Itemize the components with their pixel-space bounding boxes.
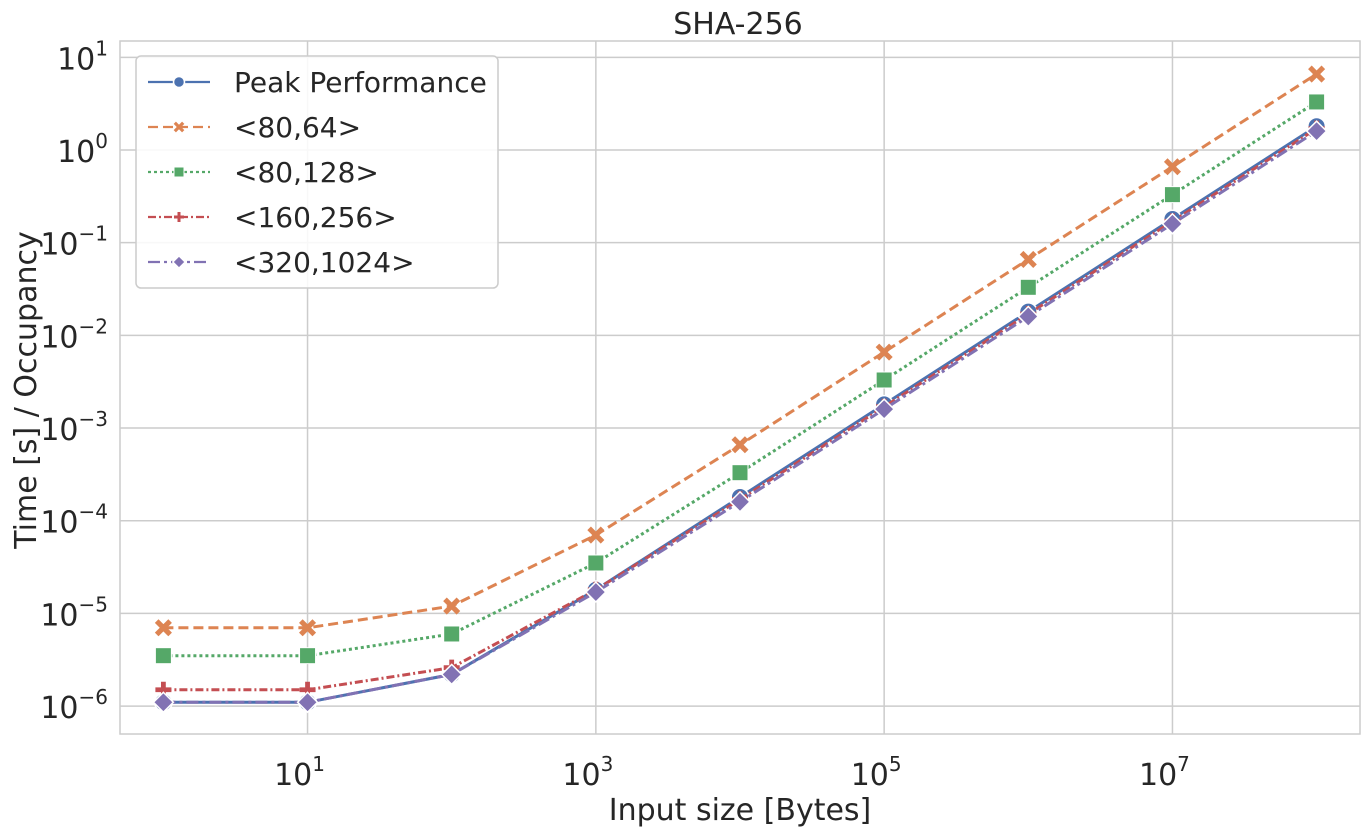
data-point bbox=[1308, 93, 1326, 111]
series-4 bbox=[152, 120, 1328, 714]
data-point bbox=[1163, 186, 1181, 204]
data-point bbox=[1019, 278, 1037, 296]
data-point bbox=[1019, 250, 1037, 268]
legend: Peak Performance <80,64> <80,128> <160,256>… bbox=[135, 55, 499, 289]
data-point bbox=[299, 647, 317, 665]
legend-marker bbox=[171, 254, 187, 270]
legend-item: <80,128> bbox=[148, 156, 379, 189]
legend-label: <80,64> bbox=[234, 111, 361, 144]
data-point bbox=[1017, 305, 1040, 328]
legend-label: <80,128> bbox=[234, 156, 379, 189]
y-tick-label: 10−6 bbox=[40, 685, 108, 726]
data-point bbox=[731, 436, 749, 454]
data-point bbox=[443, 625, 461, 643]
data-point bbox=[1161, 212, 1184, 235]
legend-item: <320,1024> bbox=[148, 246, 415, 279]
data-point bbox=[584, 581, 607, 604]
data-point bbox=[729, 490, 751, 513]
chart-title: SHA-256 bbox=[673, 7, 803, 42]
data-point bbox=[587, 554, 605, 572]
x-tick-label: 101 bbox=[274, 752, 325, 793]
y-axis-label: Time [s] / Occupancy bbox=[9, 231, 44, 549]
data-point bbox=[731, 464, 749, 482]
data-point bbox=[299, 619, 317, 637]
x-axis-label: Input size [Bytes] bbox=[609, 793, 872, 828]
data-point bbox=[296, 691, 319, 714]
data-point bbox=[587, 526, 605, 544]
data-point bbox=[873, 398, 896, 421]
data-point bbox=[440, 663, 463, 686]
legend-label: Peak Performance bbox=[234, 66, 487, 99]
y-tick-label: 10−2 bbox=[40, 314, 108, 355]
x-axis-ticks: 101 103 105 107 bbox=[274, 752, 1190, 793]
series-group bbox=[152, 65, 1328, 714]
series-2 bbox=[154, 93, 1326, 665]
legend-item: Peak Performance bbox=[148, 66, 487, 99]
y-tick-label: 10−1 bbox=[40, 222, 108, 263]
y-axis-ticks: 10−6 10−5 10−4 10−3 10−2 10−1 100 101 bbox=[40, 36, 108, 726]
legend-marker bbox=[172, 75, 186, 89]
data-point bbox=[1308, 65, 1326, 83]
data-point bbox=[154, 647, 172, 665]
y-tick-label: 101 bbox=[57, 36, 108, 77]
legend-item: <80,64> bbox=[148, 111, 361, 144]
x-tick-label: 107 bbox=[1139, 752, 1190, 793]
data-point bbox=[152, 691, 175, 714]
data-point bbox=[875, 343, 893, 361]
data-point bbox=[1163, 158, 1181, 176]
y-tick-label: 10−4 bbox=[40, 500, 108, 541]
legend-label: <320,1024> bbox=[234, 246, 415, 279]
legend-box bbox=[135, 55, 499, 289]
legend-marker bbox=[174, 212, 184, 222]
y-tick-label: 100 bbox=[57, 129, 108, 170]
data-point bbox=[443, 597, 461, 615]
plot-area-frame bbox=[119, 40, 1361, 735]
legend-label: <160,256> bbox=[234, 201, 397, 234]
series-line bbox=[163, 127, 1318, 692]
legend-marker bbox=[173, 121, 185, 133]
y-tick-label: 10−5 bbox=[40, 592, 108, 633]
x-tick-label: 103 bbox=[562, 752, 613, 793]
data-point bbox=[1305, 120, 1328, 143]
x-tick-label: 105 bbox=[851, 752, 902, 793]
series-1 bbox=[154, 65, 1326, 637]
legend-marker bbox=[173, 166, 185, 178]
legend-item: <160,256> bbox=[148, 201, 397, 234]
data-point bbox=[875, 371, 893, 389]
y-tick-label: 10−3 bbox=[40, 407, 108, 448]
data-point bbox=[154, 619, 172, 637]
